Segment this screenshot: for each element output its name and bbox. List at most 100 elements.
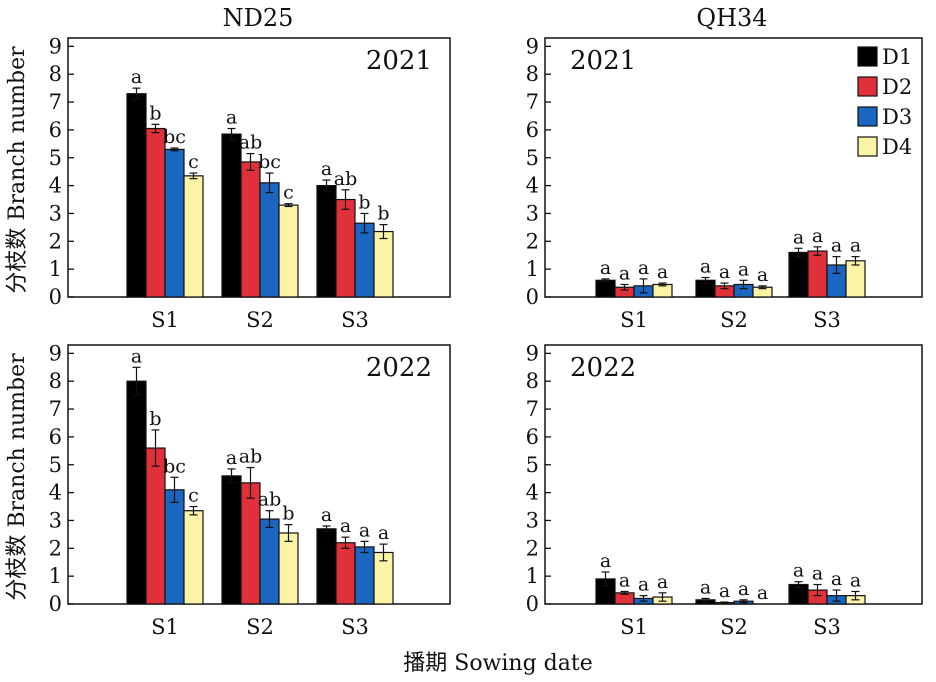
x-tick-label-s3: S3 (341, 615, 369, 639)
bar-d1 (126, 93, 147, 298)
significance-label: a (793, 226, 804, 248)
y-tick-label: 5 (49, 146, 62, 170)
y-tick-label: 3 (49, 508, 62, 532)
x-tick-label-s2: S2 (720, 308, 748, 332)
significance-label: ab (334, 168, 358, 190)
y-tick-label: 5 (526, 146, 539, 170)
significance-label: c (283, 182, 294, 204)
significance-label: a (638, 574, 649, 596)
x-tick-label-s2: S2 (246, 615, 274, 639)
y-tick-label: 5 (49, 453, 62, 477)
significance-label: a (719, 261, 730, 283)
y-tick-label: 1 (526, 257, 539, 281)
year-label: 2022 (366, 353, 432, 383)
y-tick-label: 9 (49, 341, 62, 365)
significance-label: a (700, 256, 711, 278)
bar-d1 (595, 279, 616, 298)
significance-label: a (321, 158, 332, 180)
y-tick-label: 9 (526, 34, 539, 58)
bar-d4 (183, 510, 204, 605)
y-tick-label: 0 (49, 592, 62, 616)
significance-label: a (378, 522, 389, 544)
legend: D1 D2 D3 D4 (857, 45, 912, 159)
significance-label: a (226, 107, 237, 129)
y-tick-label: 7 (526, 90, 539, 114)
y-tick-label: 6 (526, 425, 539, 449)
significance-label: a (657, 571, 668, 593)
y-tick-label: 1 (49, 257, 62, 281)
x-tick-label-s1: S1 (151, 615, 179, 639)
legend-swatch-d2 (857, 76, 878, 97)
y-tick-label: 1 (526, 564, 539, 588)
y-tick-label: 4 (49, 481, 62, 505)
significance-label: a (700, 576, 711, 598)
significance-label: a (600, 550, 611, 572)
significance-label: a (850, 235, 861, 257)
xlabel: 播期 Sowing date (403, 651, 592, 676)
significance-label: b (282, 503, 294, 525)
y-tick-label: 2 (526, 536, 539, 560)
significance-label: a (340, 515, 351, 537)
y-tick-label: 0 (526, 592, 539, 616)
y-tick-label: 8 (49, 369, 62, 393)
significance-label: b (358, 191, 370, 213)
significance-label: a (131, 66, 142, 88)
y-tick-label: 8 (526, 369, 539, 393)
significance-label: a (321, 504, 332, 526)
year-label: 2021 (366, 46, 432, 76)
x-tick-label-s3: S3 (813, 615, 841, 639)
significance-label: a (619, 569, 630, 591)
significance-label: a (226, 447, 237, 469)
y-tick-label: 4 (526, 481, 539, 505)
significance-label: b (149, 102, 161, 124)
significance-label: a (657, 261, 668, 283)
significance-label: a (359, 519, 370, 541)
bar-d1 (126, 380, 147, 605)
y-tick-label: 7 (49, 397, 62, 421)
bar-d2 (335, 198, 356, 298)
x-tick-label-s3: S3 (813, 308, 841, 332)
y-tick-label: 9 (49, 34, 62, 58)
y-tick-label: 4 (526, 174, 539, 198)
bar-d1 (221, 133, 242, 298)
bar-d4 (845, 260, 866, 298)
legend-label-d3: D3 (882, 105, 912, 129)
legend-label-d2: D2 (882, 75, 912, 99)
title-left: ND25 (223, 4, 294, 32)
significance-label: a (738, 258, 749, 280)
y-tick-label: 2 (526, 229, 539, 253)
significance-label: a (812, 225, 823, 247)
bar-d3 (164, 489, 185, 605)
title-right: QH34 (696, 4, 767, 32)
significance-label: a (757, 582, 768, 604)
x-tick-label-s1: S1 (620, 615, 648, 639)
y-tick-label: 5 (526, 453, 539, 477)
y-tick-label: 8 (526, 62, 539, 86)
significance-label: a (738, 578, 749, 600)
y-tick-label: 3 (526, 201, 539, 225)
significance-label: ab (258, 489, 282, 511)
legend-swatch-d3 (857, 106, 878, 127)
y-tick-label: 4 (49, 174, 62, 198)
significance-label: a (793, 560, 804, 582)
y-tick-label: 9 (526, 341, 539, 365)
y-tick-label: 2 (49, 536, 62, 560)
significance-label: a (812, 563, 823, 585)
bar-d1 (316, 185, 337, 298)
ylabel-top: 分枝数 Branch number (5, 46, 30, 294)
significance-label: ab (239, 446, 263, 468)
bar-d3 (164, 148, 185, 298)
significance-label: a (600, 257, 611, 279)
significance-label: a (757, 264, 768, 286)
y-tick-label: 6 (526, 118, 539, 142)
bar-d2 (807, 250, 828, 298)
significance-label: c (188, 151, 199, 173)
x-tick-label-s3: S3 (341, 308, 369, 332)
bar-d4 (373, 230, 394, 298)
x-tick-label-s2: S2 (720, 615, 748, 639)
bar-d4 (278, 532, 299, 605)
bar-d2 (335, 542, 356, 605)
